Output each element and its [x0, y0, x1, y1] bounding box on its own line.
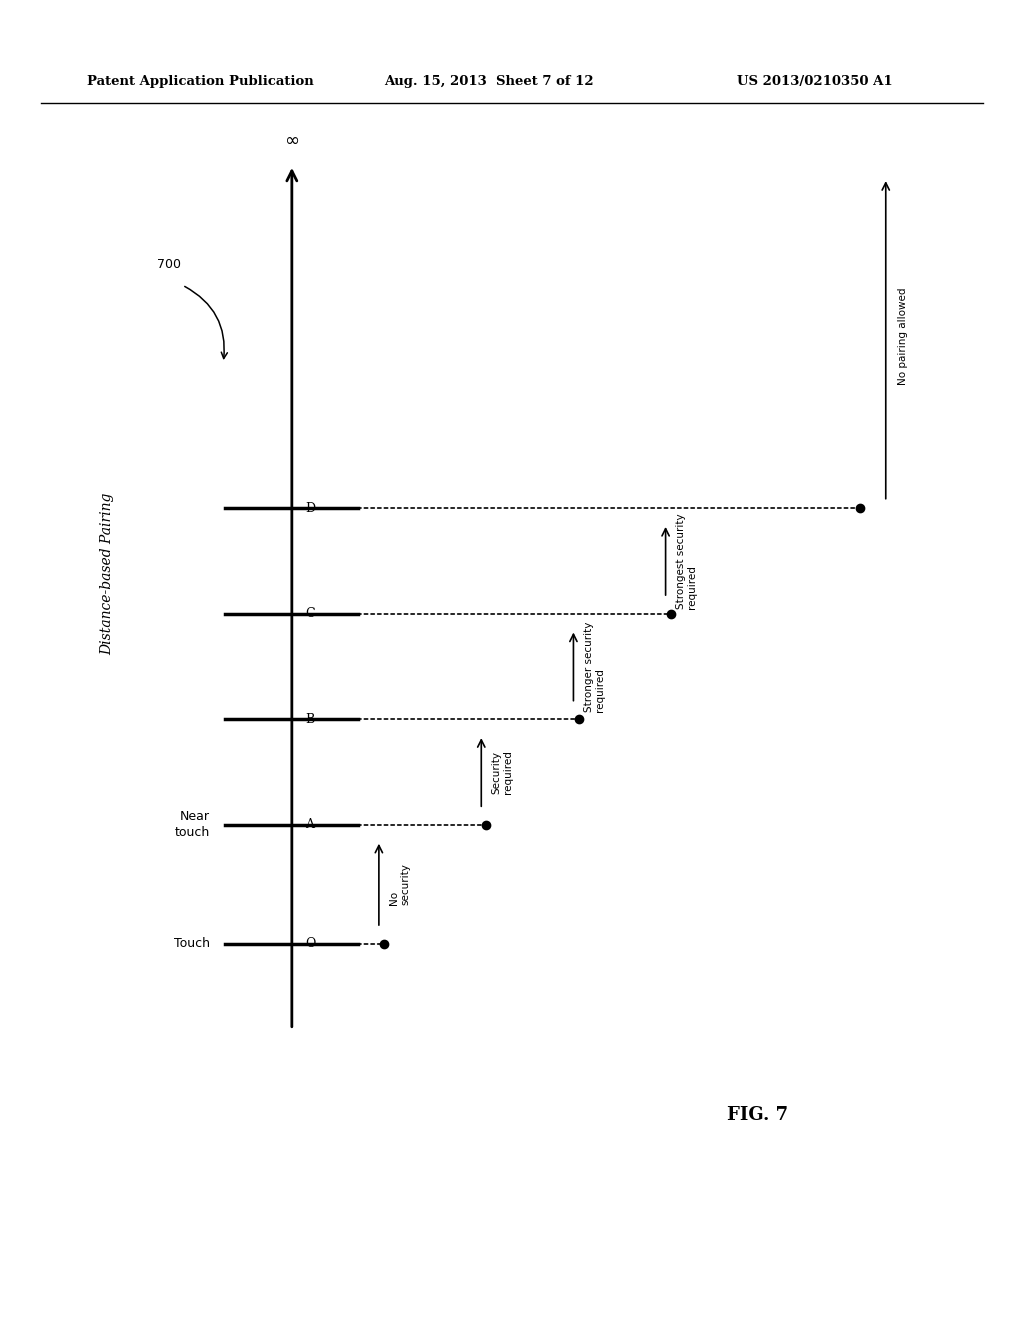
- Text: Distance-based Pairing: Distance-based Pairing: [100, 492, 115, 656]
- Text: O: O: [305, 937, 315, 950]
- Text: No pairing allowed: No pairing allowed: [898, 288, 908, 385]
- Text: Patent Application Publication: Patent Application Publication: [87, 75, 313, 88]
- Text: Stronger security
required: Stronger security required: [584, 622, 605, 711]
- Text: Touch: Touch: [174, 937, 210, 950]
- Text: A: A: [305, 818, 314, 832]
- Text: Near
touch: Near touch: [175, 810, 210, 840]
- Text: FIG. 7: FIG. 7: [727, 1106, 788, 1125]
- Text: No
security: No security: [389, 863, 411, 906]
- Text: Strongest security
required: Strongest security required: [676, 513, 697, 609]
- Text: C: C: [305, 607, 314, 620]
- Text: US 2013/0210350 A1: US 2013/0210350 A1: [737, 75, 893, 88]
- Text: B: B: [305, 713, 314, 726]
- FancyArrowPatch shape: [184, 286, 227, 359]
- Text: Aug. 15, 2013  Sheet 7 of 12: Aug. 15, 2013 Sheet 7 of 12: [384, 75, 594, 88]
- Text: Security
required: Security required: [492, 750, 513, 795]
- Text: 700: 700: [157, 257, 181, 271]
- Text: $\infty$: $\infty$: [285, 131, 299, 149]
- Text: D: D: [305, 502, 315, 515]
